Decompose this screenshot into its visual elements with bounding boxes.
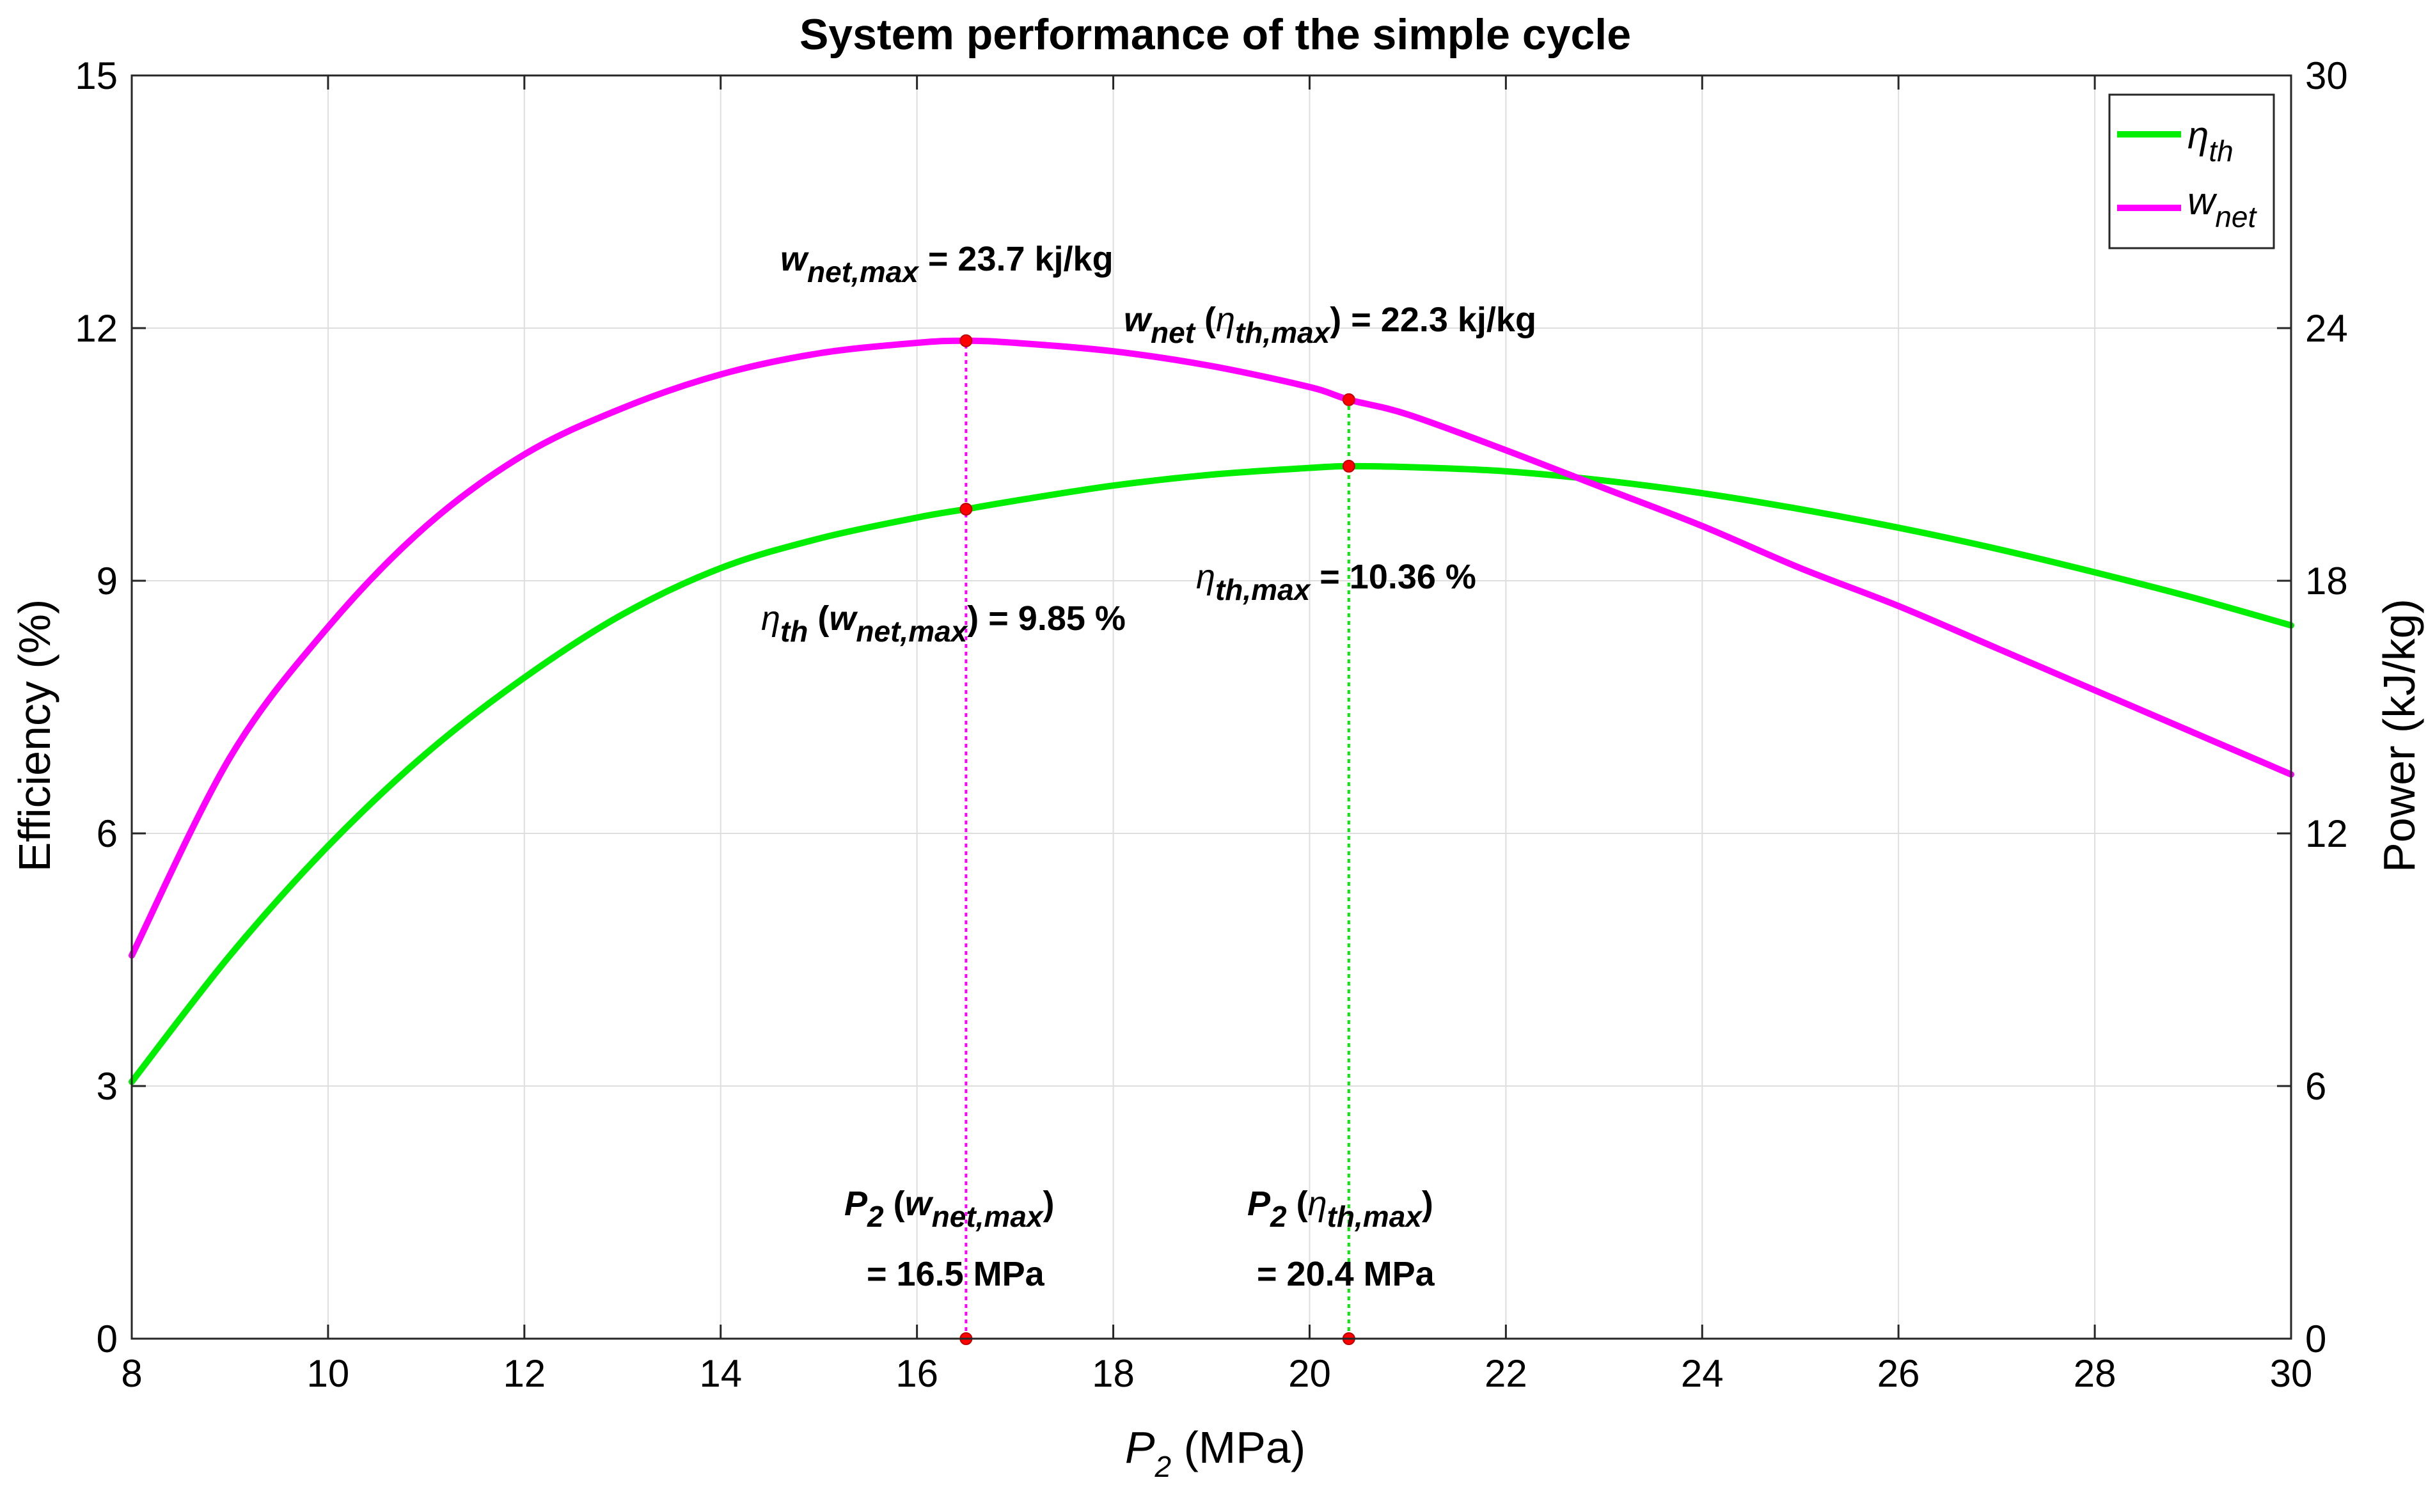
annotation-wnet-at-eta-max: wnet (ηth,max) = 22.3 kj/kg	[1124, 301, 1536, 349]
x-tick-label: 16	[895, 1352, 938, 1395]
y-left-axis-ticks: 0 3 6 9 12 15	[75, 54, 146, 1360]
y-right-axis-label: Power (kJ/kg)	[2374, 599, 2424, 872]
y-right-tick-label: 6	[2305, 1065, 2326, 1108]
legend-label-w-net: wnet	[2187, 180, 2258, 233]
annotation-eta-max: ηth,max = 10.36 %	[1196, 558, 1476, 606]
point-markers	[959, 334, 1355, 1345]
y-right-axis-ticks: 0 6 12 18 24 30	[2277, 54, 2348, 1360]
y-left-axis-label: Efficiency (%)	[10, 599, 59, 872]
x-tick-label: 30	[2270, 1352, 2313, 1395]
series-line-w-net	[129, 337, 2294, 959]
y-left-tick-label: 12	[75, 307, 118, 350]
legend-label-eta-th: ηth	[2187, 114, 2234, 168]
y-left-tick-label: 6	[97, 812, 118, 855]
y-right-tick-label: 0	[2305, 1318, 2326, 1360]
annotation-p2-eta-max: P2 (ηth,max)	[1247, 1185, 1433, 1233]
x-tick-label: 20	[1288, 1352, 1331, 1395]
y-right-tick-label: 30	[2305, 54, 2348, 97]
x-tick-label: 12	[503, 1352, 546, 1395]
x-tick-label: 10	[307, 1352, 350, 1395]
x-tick-label: 28	[2074, 1352, 2116, 1395]
y-right-tick-label: 24	[2305, 307, 2348, 350]
x-axis-label: P2 (MPa)	[1125, 1422, 1305, 1483]
chart-title: System performance of the simple cycle	[800, 10, 1631, 59]
y-left-tick-label: 15	[75, 54, 118, 97]
annotation-p2-eta-max-value: = 20.4 MPa	[1257, 1255, 1435, 1293]
x-tick-label: 22	[1485, 1352, 1527, 1395]
y-left-tick-label: 3	[97, 1065, 118, 1108]
x-axis-ticks: 8 10 12 14 16 18 20 22 24 26 28 30	[121, 75, 2312, 1395]
y-left-tick-label: 9	[97, 560, 118, 602]
x-tick-label: 14	[699, 1352, 742, 1395]
x-tick-label: 8	[121, 1352, 142, 1395]
data-point-marker	[1342, 393, 1355, 406]
data-point-marker	[959, 503, 973, 516]
x-tick-label: 26	[1877, 1352, 1920, 1395]
annotation-eta-at-wnet-max: ηth (wnet,max) = 9.85 %	[761, 599, 1126, 648]
annotation-p2-wnet-max: P2 (wnet,max)	[844, 1185, 1054, 1233]
data-point-marker	[959, 334, 973, 347]
annotation-p2-wnet-max-value: = 16.5 MPa	[867, 1255, 1045, 1293]
series-lines	[129, 337, 2294, 1085]
y-right-tick-label: 18	[2305, 560, 2348, 602]
legend-box	[2108, 93, 2275, 249]
x-tick-label: 18	[1092, 1352, 1135, 1395]
plot-frame	[130, 74, 2292, 1340]
legend: ηth wnet	[2108, 93, 2275, 249]
x-tick-label: 24	[1681, 1352, 1724, 1395]
data-point-marker	[1342, 459, 1355, 473]
annotation-wnet-max: wnet,max = 23.7 kj/kg	[780, 240, 1114, 288]
y-right-tick-label: 12	[2305, 812, 2348, 855]
y-left-tick-label: 0	[97, 1318, 118, 1360]
series-line-eta-th	[129, 462, 2294, 1085]
